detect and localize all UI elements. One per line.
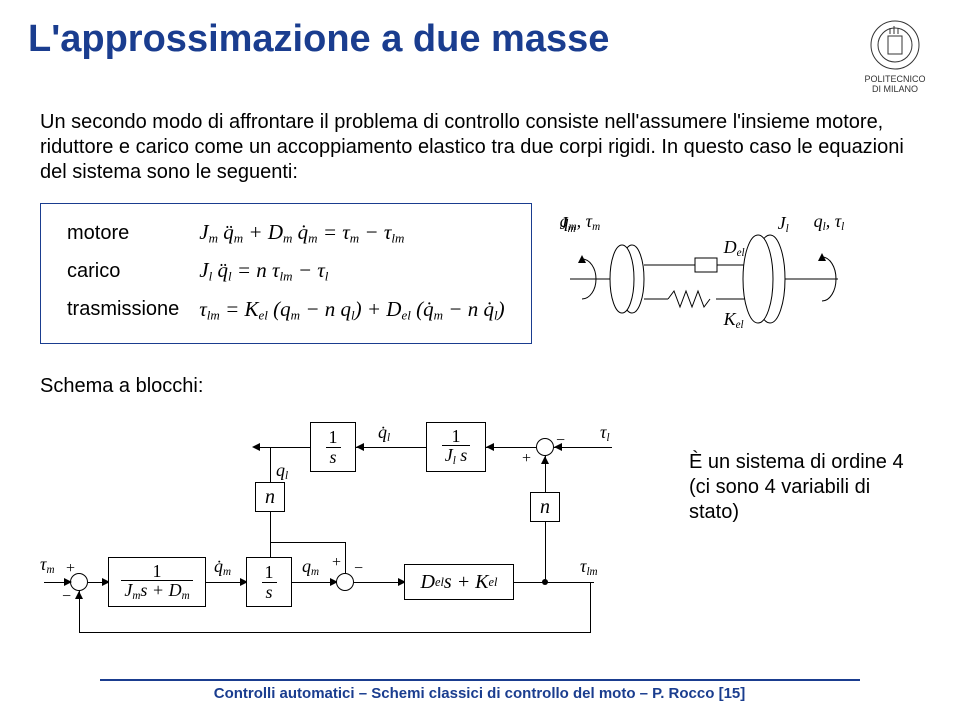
- equations-box: motore Jm q̈m + Dm q̇m = τm − τlm carico…: [40, 203, 532, 344]
- signal-taum: τm: [40, 554, 55, 576]
- intro-text: Un secondo modo di affrontare il problem…: [0, 94, 959, 185]
- block-elastic: Del s + Kel: [404, 564, 514, 600]
- footer-text: Controlli automatici – Schemi classici d…: [0, 685, 959, 702]
- mech-label-del: Del: [724, 237, 745, 259]
- block-integrator-upper: 1s: [310, 422, 356, 472]
- signal-qm: qm: [302, 556, 319, 578]
- signal-qdl: q̇l: [378, 422, 390, 444]
- mech-label-jm: Jm: [560, 213, 576, 235]
- signal-ql: ql: [276, 460, 288, 482]
- page-title: L'approssimazione a due masse: [28, 18, 609, 61]
- mech-label-kel: Kel: [724, 309, 744, 331]
- equation-row: motore Jm q̈m + Dm q̇m = τm − τlm: [57, 214, 515, 252]
- institution-logo: POLITECNICO DI MILANO: [859, 18, 931, 94]
- sum-node-load: [536, 438, 554, 456]
- sum-node-motor: [70, 573, 88, 591]
- signal-taulm: τlm: [580, 556, 598, 578]
- equation-label: carico: [57, 252, 189, 290]
- block-load-inertia: 1Jl s: [426, 422, 486, 472]
- block-diagram-title: Schema a blocchi:: [0, 359, 959, 398]
- equation-math: τlm = Kel (qm − n ql) + Del (q̇m − n q̇l…: [189, 291, 514, 329]
- mech-label-right: ql, τl: [814, 211, 845, 233]
- footer: Controlli automatici – Schemi classici d…: [0, 679, 959, 702]
- logo-icon: [868, 18, 922, 72]
- block-n-upper: n: [530, 492, 560, 522]
- block-diagram: 1s ql q̇l 1Jl s + − τl n n τm + − 1Jms +…: [40, 402, 919, 652]
- equation-row: carico Jl q̈l = n τlm − τl: [57, 252, 515, 290]
- equation-row: trasmissione τlm = Kel (qm − n ql) + Del…: [57, 291, 515, 329]
- mechanical-model: qm, τm Jm Del Kel Jl ql, τl: [560, 209, 870, 359]
- signal-taul: τl: [600, 422, 610, 444]
- equation-label: motore: [57, 214, 189, 252]
- equation-math: Jl q̈l = n τlm − τl: [189, 252, 514, 290]
- equation-label: trasmissione: [57, 291, 189, 329]
- mech-label-jl: Jl: [778, 213, 789, 235]
- block-motor-dynamics: 1Jms + Dm: [108, 557, 206, 607]
- block-integrator-lower: 1s: [246, 557, 292, 607]
- system-order-note: È un sistema di ordine 4 (ci sono 4 vari…: [689, 450, 919, 525]
- equation-math: Jm q̈m + Dm q̇m = τm − τlm: [189, 214, 514, 252]
- signal-qdm: q̇m: [214, 556, 231, 578]
- branch-node: [542, 579, 548, 585]
- sum-node-elastic: [336, 573, 354, 591]
- block-n-lower: n: [255, 482, 285, 512]
